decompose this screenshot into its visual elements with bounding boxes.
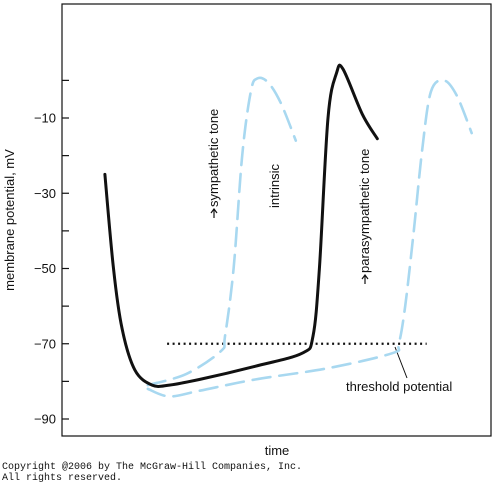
y-tick-label: −10 xyxy=(34,111,56,126)
y-axis-ticks: −10 −30 −50 −70 −90 xyxy=(34,79,69,427)
threshold-potential-label: threshold potential xyxy=(346,379,452,394)
series-layer xyxy=(103,63,473,398)
sympathetic-tone-text: sympathetic tone xyxy=(206,109,221,207)
down-arrow-icon xyxy=(361,274,369,284)
intrinsic-label: intrinsic xyxy=(267,163,282,208)
y-tick-label: −50 xyxy=(34,261,56,276)
copyright-line-1: Copyright @2006 by The McGraw-Hill Compa… xyxy=(2,462,303,473)
parasympathetic-tone-text: parasympathetic tone xyxy=(357,149,372,273)
up-arrow-icon xyxy=(210,208,218,218)
plot-frame xyxy=(61,3,492,437)
sympathetic-tone-curve xyxy=(146,76,298,387)
intrinsic-curve xyxy=(103,63,379,388)
copyright-line-2: All rights reserved. xyxy=(2,473,123,484)
y-tick-label: −90 xyxy=(34,412,56,427)
parasympathetic-tone-curve xyxy=(146,78,473,398)
sympathetic-tone-label: sympathetic tone xyxy=(206,109,221,218)
parasympathetic-tone-label: parasympathetic tone xyxy=(357,149,372,284)
x-axis-title: time xyxy=(265,443,290,458)
y-tick-label: −30 xyxy=(34,186,56,201)
y-tick-label: −70 xyxy=(34,336,56,351)
y-axis-title: membrane potential, mV xyxy=(2,149,17,291)
